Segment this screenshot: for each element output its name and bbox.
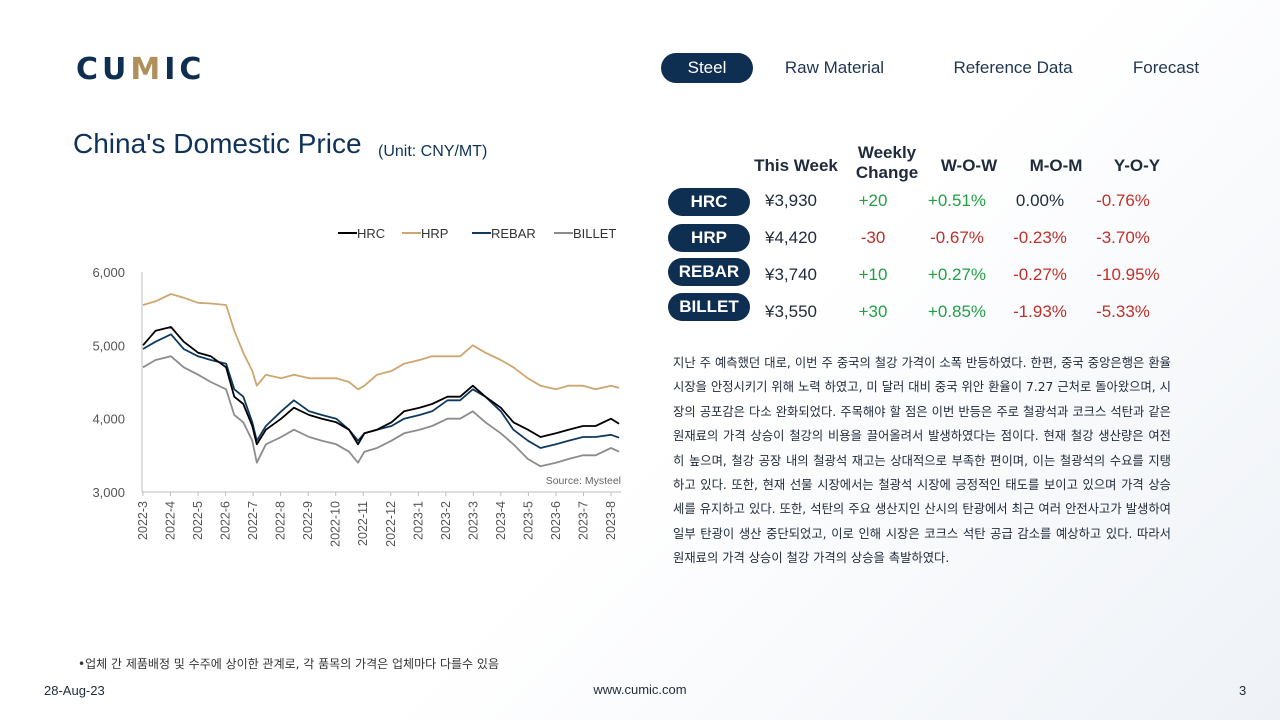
x-tick-label: 2022-8 bbox=[274, 501, 288, 540]
hrc-this-week: ¥3,930 bbox=[765, 191, 817, 210]
series-line-hrc bbox=[142, 326, 620, 446]
page-title: China's Domestic Price bbox=[73, 128, 362, 159]
billet-this-week: ¥3,550 bbox=[765, 302, 817, 321]
x-tick-label: 2022-4 bbox=[164, 501, 178, 540]
header-mom: M-O-M bbox=[1029, 156, 1083, 175]
x-axis: 2022-3 2022-4 2022-5 2022-6 2022-7 2022-8 2022… bbox=[136, 491, 621, 547]
legend-label-hrc: HRC bbox=[357, 226, 385, 241]
y-axis: 3,000 4,000 5,000 6,000 bbox=[92, 265, 143, 500]
x-tick-label: 2023-3 bbox=[466, 501, 480, 540]
footnote: •업체 간 제품배정 및 수주에 상이한 관계로, 각 품목의 가격은 업체마다… bbox=[78, 657, 499, 671]
x-tick-label: 2022-9 bbox=[301, 501, 315, 540]
hrp-mom: -0.23% bbox=[1013, 228, 1067, 247]
x-tick-label: 2023-4 bbox=[494, 501, 508, 540]
market-commentary: 지난 주 예측했던 대로, 이번 주 중국의 철강 가격이 소폭 반등하였다. … bbox=[673, 356, 1171, 566]
series-line-billet bbox=[142, 355, 620, 468]
footer-date: 28-Aug-23 bbox=[44, 683, 105, 698]
header-yoy: Y-O-Y bbox=[1113, 156, 1161, 175]
page-number: 3 bbox=[1239, 683, 1247, 698]
rebar-mom: -0.27% bbox=[1013, 265, 1067, 284]
chart-source: Source: Mysteel bbox=[546, 475, 621, 487]
hrc-yoy: -0.76% bbox=[1096, 191, 1150, 210]
hrp-yoy: -3.70% bbox=[1096, 228, 1150, 247]
price-line-chart: HRC HRP REBAR BILLET 3,000 4,000 5,000 6,000 2… bbox=[92, 226, 621, 547]
y-tick-label: 3,000 bbox=[92, 485, 125, 500]
row-label-rebar: REBAR bbox=[668, 258, 750, 286]
y-tick-label: 5,000 bbox=[92, 338, 125, 353]
series-lines bbox=[142, 293, 620, 468]
hrc-wow: +0.51% bbox=[927, 191, 987, 210]
tab-raw-material[interactable]: Raw Material bbox=[784, 58, 885, 77]
row-label-hrp: HRP bbox=[668, 224, 750, 252]
rebar-weekly-change: +10 bbox=[858, 265, 888, 284]
chart-legend: HRC HRP REBAR BILLET bbox=[338, 226, 616, 241]
billet-yoy: -5.33% bbox=[1096, 302, 1150, 321]
top-navigation: Steel Raw Material Reference Data Foreca… bbox=[0, 53, 1280, 85]
x-tick-label: 2023-1 bbox=[411, 501, 425, 540]
x-tick-label: 2022-6 bbox=[219, 501, 233, 540]
billet-mom: -1.93% bbox=[1013, 302, 1067, 321]
x-tick-label: 2023-5 bbox=[521, 501, 535, 540]
billet-wow: +0.85% bbox=[927, 302, 987, 321]
x-tick-label: 2022-5 bbox=[191, 501, 205, 540]
x-tick-label: 2023-8 bbox=[604, 501, 618, 540]
x-tick-label: 2022-7 bbox=[246, 501, 260, 540]
row-label-billet: BILLET bbox=[668, 293, 750, 321]
footer-website[interactable]: www.cumic.com bbox=[593, 682, 687, 697]
tab-steel[interactable]: Steel bbox=[661, 53, 753, 83]
legend-label-rebar: REBAR bbox=[491, 226, 536, 241]
rebar-this-week: ¥3,740 bbox=[765, 265, 817, 284]
unit-label: (Unit: CNY/MT) bbox=[378, 143, 488, 160]
cumic-logo: CUMIC bbox=[76, 52, 206, 87]
rebar-wow: +0.27% bbox=[927, 265, 987, 284]
header-this-week: This Week bbox=[754, 156, 838, 175]
x-tick-label: 2022-11 bbox=[356, 501, 370, 546]
rebar-yoy: -10.95% bbox=[1096, 265, 1160, 284]
x-tick-label: 2022-12 bbox=[384, 501, 398, 547]
legend-label-billet: BILLET bbox=[573, 226, 616, 241]
hrp-wow: -0.67% bbox=[930, 228, 984, 247]
hrp-weekly-change: -30 bbox=[860, 228, 886, 247]
row-label-hrc: HRC bbox=[668, 188, 750, 216]
billet-weekly-change: +30 bbox=[858, 302, 888, 321]
hrc-weekly-change: +20 bbox=[858, 191, 888, 210]
x-tick-label: 2023-2 bbox=[439, 501, 453, 540]
tab-reference-data[interactable]: Reference Data bbox=[953, 58, 1073, 77]
header-wow: W-O-W bbox=[940, 156, 998, 175]
y-tick-label: 4,000 bbox=[92, 412, 125, 427]
hrc-mom: 0.00% bbox=[1015, 191, 1065, 210]
legend-label-hrp: HRP bbox=[421, 226, 448, 241]
x-tick-label: 2022-10 bbox=[329, 501, 343, 547]
y-tick-label: 6,000 bbox=[92, 265, 125, 280]
series-line-hrp bbox=[142, 293, 620, 391]
x-tick-label: 2022-3 bbox=[136, 501, 150, 540]
header-weekly-change: Weekly Change bbox=[855, 143, 919, 182]
x-tick-label: 2023-6 bbox=[549, 501, 563, 540]
tab-forecast[interactable]: Forecast bbox=[1132, 58, 1200, 77]
x-tick-label: 2023-7 bbox=[576, 501, 590, 540]
series-line-rebar bbox=[142, 333, 620, 449]
hrp-this-week: ¥4,420 bbox=[765, 228, 817, 247]
